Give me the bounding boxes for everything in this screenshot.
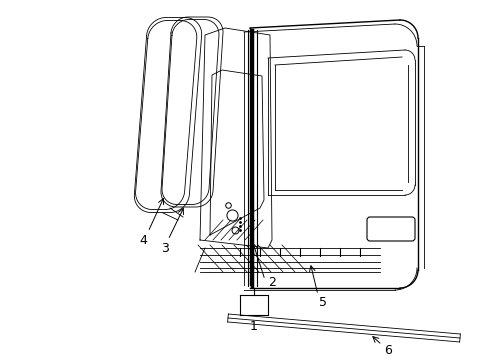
Text: 6: 6 [383,343,391,356]
Text: 5: 5 [318,296,326,309]
Text: 2: 2 [267,276,275,289]
Text: 3: 3 [161,242,168,255]
Text: 1: 1 [249,320,257,333]
Text: 4: 4 [139,234,146,247]
